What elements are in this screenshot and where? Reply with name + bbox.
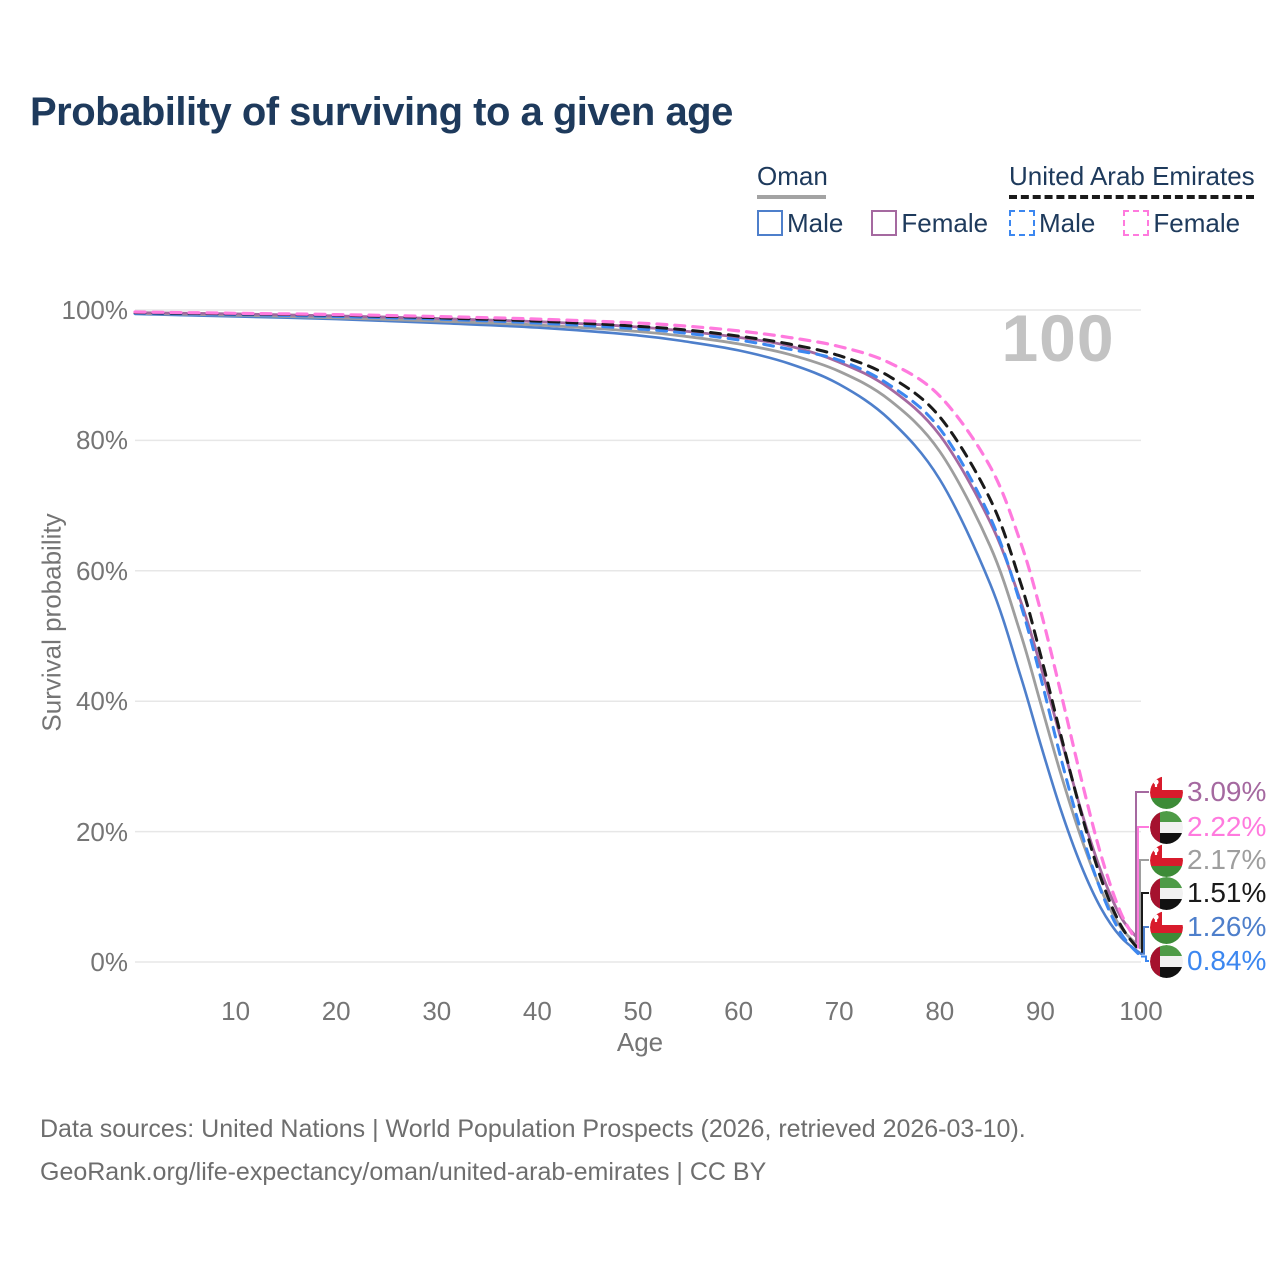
x-tick-label: 70 [824, 996, 854, 1026]
x-tick-label: 60 [724, 996, 754, 1026]
legend-oman-male[interactable]: Male [757, 208, 843, 239]
legend-uae-female[interactable]: Female [1123, 208, 1240, 239]
legend-uae-row: Male Female [1009, 208, 1268, 239]
legend: Oman Male Female United Arab Emirates [0, 162, 1280, 242]
legend-group-oman: Oman Male Female [757, 162, 1016, 239]
data-sources-line: Data sources: United Nations | World Pop… [40, 1115, 1026, 1143]
oman-flag-icon [1150, 775, 1183, 809]
legend-uae-female-label: Female [1153, 207, 1241, 238]
oman-female-swatch-icon [871, 210, 898, 237]
x-tick-label: 30 [422, 996, 452, 1026]
uae-male-swatch-icon [1009, 210, 1035, 237]
x-tick-label: 40 [522, 996, 552, 1026]
oman-flag-icon [1150, 843, 1183, 877]
legend-oman-female-label: Female [901, 207, 989, 238]
end-label-connector [1141, 955, 1149, 962]
x-tick-label: 10 [221, 996, 251, 1026]
x-tick-label: 100 [1119, 996, 1163, 1026]
series-line-oman_female [133, 311, 1143, 944]
legend-oman-row: Male Female [757, 208, 1016, 239]
end-label-row: 0.84% [1150, 944, 1266, 978]
uae-flag-icon [1150, 944, 1183, 978]
end-label-connector [1139, 859, 1149, 949]
attribution-line: GeoRank.org/life-expectancy/oman/united-… [40, 1157, 767, 1186]
y-tick-label: 60% [75, 555, 128, 586]
series-line-uae_male [133, 311, 1143, 958]
oman-total-line-swatch [757, 194, 826, 199]
x-tick-label: 90 [1025, 996, 1055, 1026]
legend-oman-total[interactable]: Oman [757, 162, 1016, 199]
oman-male-swatch-icon [757, 210, 783, 237]
footer: Data sources: United Nations | World Pop… [40, 1108, 1026, 1193]
series-line-oman_total [133, 311, 1143, 950]
legend-uae-total[interactable]: United Arab Emirates [1009, 162, 1268, 199]
y-tick-label: 100% [61, 295, 129, 325]
page-title: Probability of surviving to a given age [30, 90, 733, 134]
end-label-connector [1141, 892, 1149, 954]
y-tick-label: 40% [75, 686, 128, 717]
y-tick-label: 20% [75, 816, 128, 847]
end-label-row: 1.51% [1150, 876, 1266, 910]
end-label-value: 1.26% [1187, 911, 1267, 942]
x-tick-label: 80 [925, 996, 955, 1026]
end-label-value: 1.51% [1187, 877, 1267, 908]
end-label-value: 3.09% [1187, 776, 1267, 807]
legend-oman-male-label: Male [787, 207, 844, 238]
end-label-value: 2.22% [1187, 811, 1267, 842]
x-axis-title: Age [616, 1027, 664, 1057]
end-label-row: 2.22% [1150, 810, 1266, 844]
x-tick-label: 50 [623, 996, 653, 1026]
end-label-connector [1141, 926, 1149, 955]
series-line-uae_female [133, 310, 1143, 950]
y-axis-title: Survival probability [36, 513, 67, 732]
legend-oman-title: Oman [757, 161, 828, 191]
uae-total-line-swatch [1009, 194, 1254, 199]
uae-female-swatch-icon [1123, 210, 1150, 237]
end-label-value: 2.17% [1187, 844, 1267, 875]
age-indicator-watermark: 100 [1001, 301, 1115, 375]
legend-uae-title: United Arab Emirates [1009, 161, 1255, 191]
end-label-row: 3.09% [1150, 775, 1266, 809]
end-label-row: 1.26% [1150, 910, 1266, 944]
uae-flag-icon [1150, 810, 1183, 844]
series-line-uae_total [133, 311, 1143, 954]
oman-flag-icon [1150, 910, 1183, 944]
legend-uae-male[interactable]: Male [1009, 208, 1095, 239]
legend-oman-female[interactable]: Female [871, 208, 988, 239]
legend-group-uae: United Arab Emirates Male Female [1009, 162, 1268, 239]
uae-flag-icon [1150, 876, 1183, 910]
end-label-value: 0.84% [1187, 945, 1267, 976]
y-tick-label: 0% [90, 947, 128, 977]
y-tick-label: 80% [75, 425, 128, 456]
legend-uae-male-label: Male [1039, 207, 1096, 238]
end-label-row: 2.17% [1150, 843, 1266, 877]
series-line-oman_male [133, 312, 1143, 956]
x-tick-label: 20 [321, 996, 351, 1026]
